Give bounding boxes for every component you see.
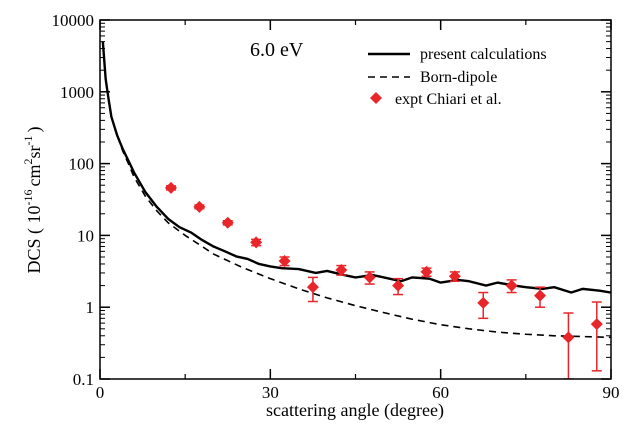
data-point-experiment: [164, 181, 177, 194]
data-point-experiment: [590, 318, 603, 331]
x-tick-label: 0: [96, 383, 105, 402]
plot-area: [101, 41, 611, 379]
x-tick-label: 30: [262, 383, 279, 402]
legend-label-experiment: expt Chiari et al.: [395, 91, 502, 108]
data-point-experiment: [477, 296, 490, 309]
data-point-experiment: [363, 271, 376, 284]
x-axis-title: scattering angle (degree): [266, 400, 444, 421]
y-tick-label: 1: [86, 298, 95, 317]
y-tick-label: 100: [69, 155, 95, 174]
legend-label-present-calculations: present calculations: [420, 46, 547, 63]
data-point-experiment: [392, 279, 405, 292]
data-point-experiment: [505, 279, 518, 292]
x-tick-label: 60: [432, 383, 449, 402]
y-tick-label: 10: [77, 226, 94, 245]
y-tick-label: 0.1: [73, 370, 94, 389]
ticks: [99, 19, 612, 380]
data-point-experiment: [562, 331, 575, 344]
legend-label-born-dipole: Born-dipole: [420, 69, 497, 86]
data-point-experiment: [335, 263, 348, 276]
y-tick-label: 10000: [52, 11, 95, 30]
legend: present calculations Born-dipole expt Ch…: [368, 46, 547, 108]
tick-labels: 0 30 60 90 0.1 1 10 100 1000 10000: [52, 11, 620, 402]
series-line-born-dipole: [102, 41, 611, 339]
data-point-experiment: [250, 236, 263, 249]
y-axis-title: DCS ( 10-16cm2sr-1): [21, 126, 45, 273]
legend-swatch-experiment-marker: [370, 92, 382, 104]
data-point-experiment: [534, 289, 547, 302]
x-tick-label: 90: [603, 383, 620, 402]
data-point-experiment: [278, 255, 291, 268]
data-point-experiment: [193, 200, 206, 213]
data-point-experiment: [306, 281, 319, 294]
data-point-experiment: [420, 265, 433, 278]
data-point-experiment: [221, 216, 234, 229]
data-point-experiment: [448, 270, 461, 283]
y-tick-label: 1000: [60, 83, 94, 102]
energy-annotation: 6.0 eV: [250, 39, 304, 61]
